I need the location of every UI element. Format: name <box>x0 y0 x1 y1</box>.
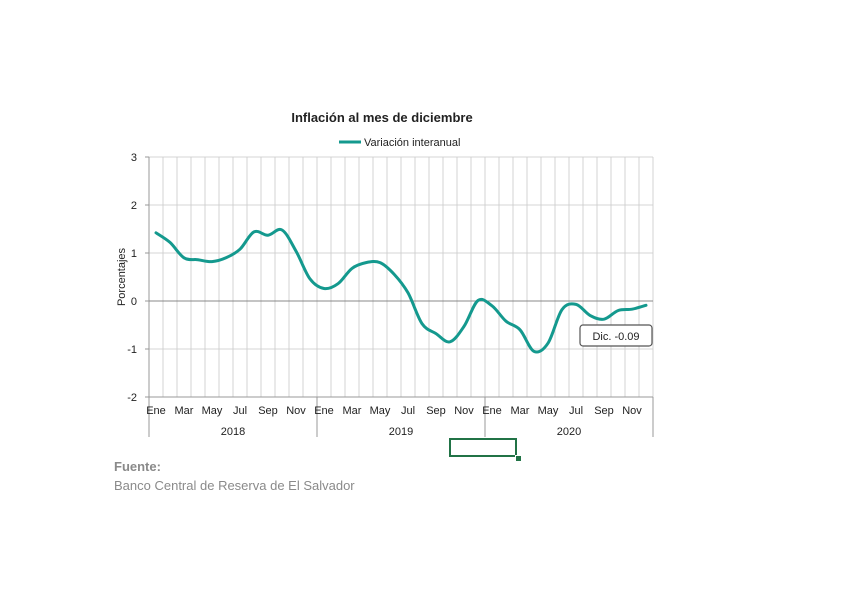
x-tick-label: May <box>202 405 223 417</box>
y-tick-labels: -2 -1 0 1 2 3 <box>127 152 137 404</box>
x-tick-label: Jul <box>401 405 415 417</box>
source-text: Banco Central de Reserva de El Salvador <box>114 478 355 493</box>
x-tick-label: Mar <box>343 405 362 417</box>
series-line <box>154 227 648 354</box>
axes <box>145 156 654 437</box>
x-tick-label: Sep <box>594 405 614 417</box>
y-tick-label: -2 <box>127 392 137 404</box>
x-tick-label: Ene <box>314 405 334 417</box>
chart-title: Inflación al mes de diciembre <box>291 110 472 125</box>
y-tick-label: 1 <box>131 248 137 260</box>
year-label: 2018 <box>221 426 245 438</box>
y-tick-label: 0 <box>131 296 137 308</box>
x-tick-label: Sep <box>258 405 278 417</box>
y-tick-label: 2 <box>131 200 137 212</box>
x-tick-label: Mar <box>511 405 530 417</box>
y-axis-label: Porcentajes <box>116 247 128 306</box>
x-tick-label: Nov <box>286 405 306 417</box>
annotation-box <box>579 324 653 347</box>
x-tick-label: Nov <box>454 405 474 417</box>
fill-handle[interactable] <box>515 455 522 462</box>
x-tick-label: Jul <box>233 405 247 417</box>
x-tick-label: Nov <box>622 405 642 417</box>
x-tick-label: May <box>370 405 391 417</box>
annotation-group: Dic. -0.09 <box>579 324 653 347</box>
y-tick-label: 3 <box>131 152 137 164</box>
chart-legend: Variación interanual <box>339 137 460 149</box>
legend-label: Variación interanual <box>364 137 460 149</box>
year-labels: 2018 2019 2020 <box>221 426 581 438</box>
annotation-label: Dic. -0.09 <box>592 331 639 343</box>
x-tick-label: Ene <box>482 405 502 417</box>
x-tick-label: Ene <box>146 405 166 417</box>
selected-cell[interactable] <box>449 438 517 457</box>
year-label: 2020 <box>557 426 581 438</box>
gridlines <box>149 156 654 398</box>
x-tick-label: Sep <box>426 405 446 417</box>
year-label: 2019 <box>389 426 413 438</box>
x-tick-label: Mar <box>175 405 194 417</box>
x-tick-labels: Ene Mar May Jul Sep Nov Ene Mar May Jul Sep Nov Ene M… <box>146 405 642 417</box>
series-line-group <box>154 227 648 354</box>
x-tick-label: May <box>538 405 559 417</box>
y-tick-label: -1 <box>127 344 137 356</box>
source-heading: Fuente: <box>114 459 161 474</box>
x-tick-label: Jul <box>569 405 583 417</box>
